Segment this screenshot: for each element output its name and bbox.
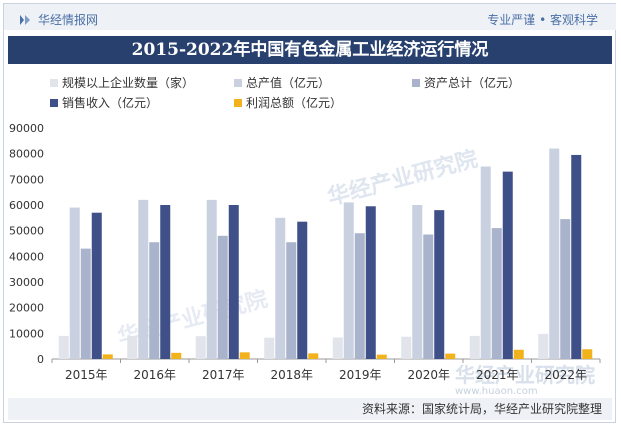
bar-sales-revenue (571, 154, 582, 359)
bar-total-profit (239, 352, 250, 359)
y-tick-label: 0 (37, 353, 44, 366)
bar-total-profit (308, 353, 319, 359)
y-tick-label: 50000 (9, 225, 44, 238)
bar-enterprises (195, 336, 206, 359)
legend-label: 利润总额（亿元） (246, 96, 343, 110)
header-bar: 华经情报网 专业严谨 • 客观科学 (4, 4, 616, 30)
bar-sales-revenue (502, 171, 513, 359)
bar-total-profit (582, 349, 593, 359)
y-tick-label: 10000 (9, 327, 44, 340)
bar-total-profit (445, 353, 456, 359)
bar-enterprises (58, 335, 69, 359)
x-tick-label: 2021年 (476, 368, 519, 382)
source-footer: 资料来源：国家统计局，华经产业研究院整理 (8, 398, 612, 420)
legend-item: 总产值（亿元） (234, 74, 330, 91)
bar-enterprises (127, 335, 138, 359)
bar-output-value (412, 205, 423, 359)
x-tick-label: 2018年 (270, 368, 313, 382)
legend-label: 规模以上企业数量（家） (62, 76, 195, 90)
bar-enterprises (538, 333, 549, 359)
bar-output-value (480, 166, 491, 359)
x-tick-label: 2017年 (202, 368, 245, 382)
brand: 华经情报网 (18, 11, 98, 28)
slogan: 专业严谨 • 客观科学 (487, 13, 598, 27)
bar-enterprises (469, 335, 480, 359)
bar-total-assets (491, 228, 502, 359)
bar-output-value (343, 202, 354, 359)
bar-total-assets (354, 233, 365, 359)
bar-total-profit (513, 349, 524, 359)
y-tick-label: 20000 (9, 302, 44, 315)
legend-swatch (50, 78, 58, 87)
legend-label: 总产值（亿元） (246, 76, 331, 90)
watermark-url: www.huaon.com (455, 386, 538, 397)
legend-label: 资产总计（亿元） (424, 76, 521, 90)
bar-sales-revenue (365, 206, 376, 359)
y-tick-label: 60000 (9, 199, 44, 212)
legend-swatch (234, 78, 242, 87)
legend-item: 资产总计（亿元） (412, 74, 520, 91)
bar-total-assets (149, 242, 160, 359)
bar-sales-revenue (434, 210, 445, 359)
y-tick-label: 30000 (9, 276, 44, 289)
bar-output-value (69, 207, 80, 359)
bar-total-assets (80, 248, 91, 359)
bar-total-assets (423, 234, 434, 359)
bars (58, 148, 593, 359)
legend-swatch (50, 98, 58, 107)
watermark-text: 华经产业研究院 (115, 286, 270, 351)
bar-sales-revenue (297, 221, 308, 359)
legend-item: 规模以上企业数量（家） (50, 74, 194, 91)
bar-output-value (549, 148, 560, 359)
bar-enterprises (264, 337, 275, 359)
x-tick-label: 2015年 (65, 368, 108, 382)
axes: 0 10000 20000 30000 40000 50000 60000 70000 8000… (9, 122, 601, 382)
bar-total-assets (560, 219, 571, 359)
bar-total-assets (217, 235, 228, 359)
bar-output-value (206, 199, 217, 359)
bar-output-value (275, 217, 286, 359)
legend-item: 利润总额（亿元） (234, 94, 342, 111)
bar-output-value (138, 199, 149, 359)
x-tick-label: 2020年 (407, 368, 450, 382)
legend-label: 销售收入（亿元） (62, 96, 159, 110)
x-tick-label: 2022年 (544, 368, 587, 382)
x-tick-label: 2019年 (339, 368, 382, 382)
bar-enterprises (401, 336, 412, 359)
x-tick-label: 2016年 (133, 368, 176, 382)
bar-total-profit (102, 354, 113, 359)
watermark-text: 华经产业研究院 (455, 363, 595, 387)
bar-total-assets (286, 242, 297, 359)
bar-sales-revenue (91, 212, 102, 359)
brand-logo-icon (20, 14, 30, 25)
chart-title: 2015-2022年中国有色金属工业经济运行情况 (8, 36, 612, 64)
y-tick-label: 90000 (9, 122, 44, 135)
bar-sales-revenue (160, 205, 171, 359)
y-tick-label: 40000 (9, 250, 44, 263)
y-tick-label: 80000 (9, 148, 44, 161)
bar-total-profit (376, 354, 387, 359)
legend-item: 销售收入（亿元） (50, 94, 158, 111)
y-tick-label: 70000 (9, 173, 44, 186)
bar-total-profit (171, 352, 182, 359)
chart-frame (3, 3, 616, 423)
legend-swatch (234, 98, 242, 107)
bar-enterprises (332, 337, 343, 359)
bar-sales-revenue (228, 205, 239, 359)
legend-swatch (412, 78, 420, 87)
brand-name: 华经情报网 (38, 13, 99, 27)
watermark-text: 华经产业研究院 (325, 146, 480, 211)
